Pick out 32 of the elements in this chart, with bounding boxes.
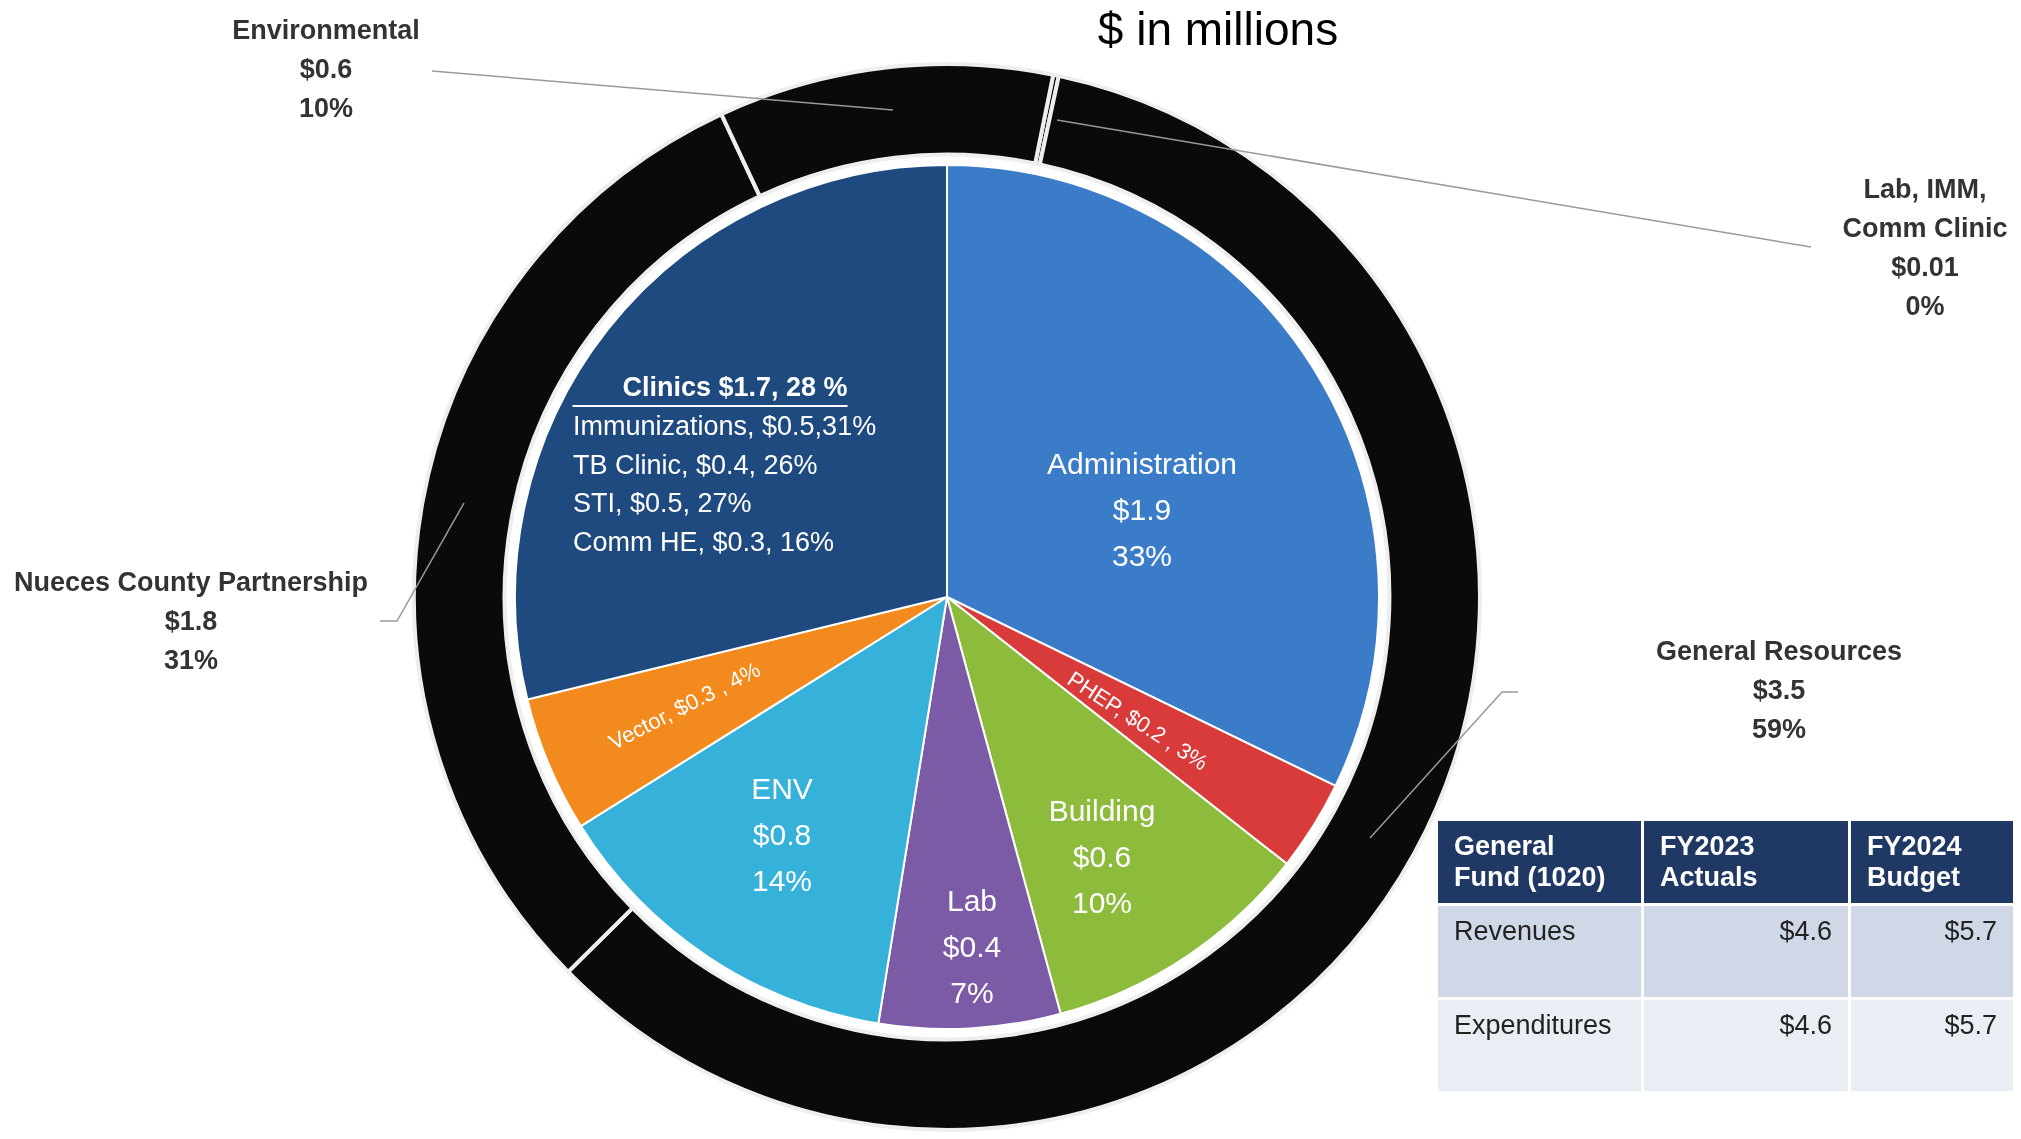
chart-title: $ in millions xyxy=(1096,2,1340,56)
slice-label: ENV xyxy=(751,772,813,806)
data-label: $0.6 10% xyxy=(1071,840,1133,920)
slice-label: Lab, IMM, Comm Clinic xyxy=(1842,174,2008,244)
data-label: $1.9 33% xyxy=(1111,493,1173,573)
text: $4.6 xyxy=(1779,916,1832,946)
slice-label: Administration xyxy=(1046,447,1238,481)
slice-label: Vector, $0.3 , 4% xyxy=(604,656,765,755)
text: STI, $0.5, 27% xyxy=(573,488,752,519)
slice-label: Clinics $1.7, 28 % xyxy=(622,372,848,403)
text: General Fund (1020) xyxy=(1436,819,1643,905)
data-label: $0.4 7% xyxy=(942,930,1002,1010)
slice-label: General Resources xyxy=(1655,636,1903,667)
data-label: $0.6 10% xyxy=(298,54,354,124)
text: $5.7 xyxy=(1944,916,1997,946)
data-label: $0.8 14% xyxy=(751,818,813,898)
data-label: $0.01 0% xyxy=(1891,252,1959,322)
slice-label: Nueces County Partnership xyxy=(13,567,369,598)
text: $4.6 xyxy=(1779,1010,1832,1040)
text: Comm HE, $0.3, 16% xyxy=(573,526,835,557)
text: TB Clinic, $0.4, 26% xyxy=(573,449,818,480)
data-label: $1.8 31% xyxy=(163,606,219,676)
slice-label: Lab xyxy=(946,884,998,918)
text: $5.7 xyxy=(1944,1010,1997,1040)
category-label: FY2023 Actuals xyxy=(1642,819,1850,905)
text: Immunizations, $0.5,31% xyxy=(573,411,877,442)
data-label: $3.5 59% xyxy=(1751,675,1807,745)
slice-label: Environmental xyxy=(232,15,420,46)
category-label: FY2024 Budget xyxy=(1849,819,2015,905)
category-label: Revenues xyxy=(1454,916,1576,946)
slice-label: Building xyxy=(1048,794,1156,828)
category-label: Expenditures xyxy=(1454,1010,1612,1040)
